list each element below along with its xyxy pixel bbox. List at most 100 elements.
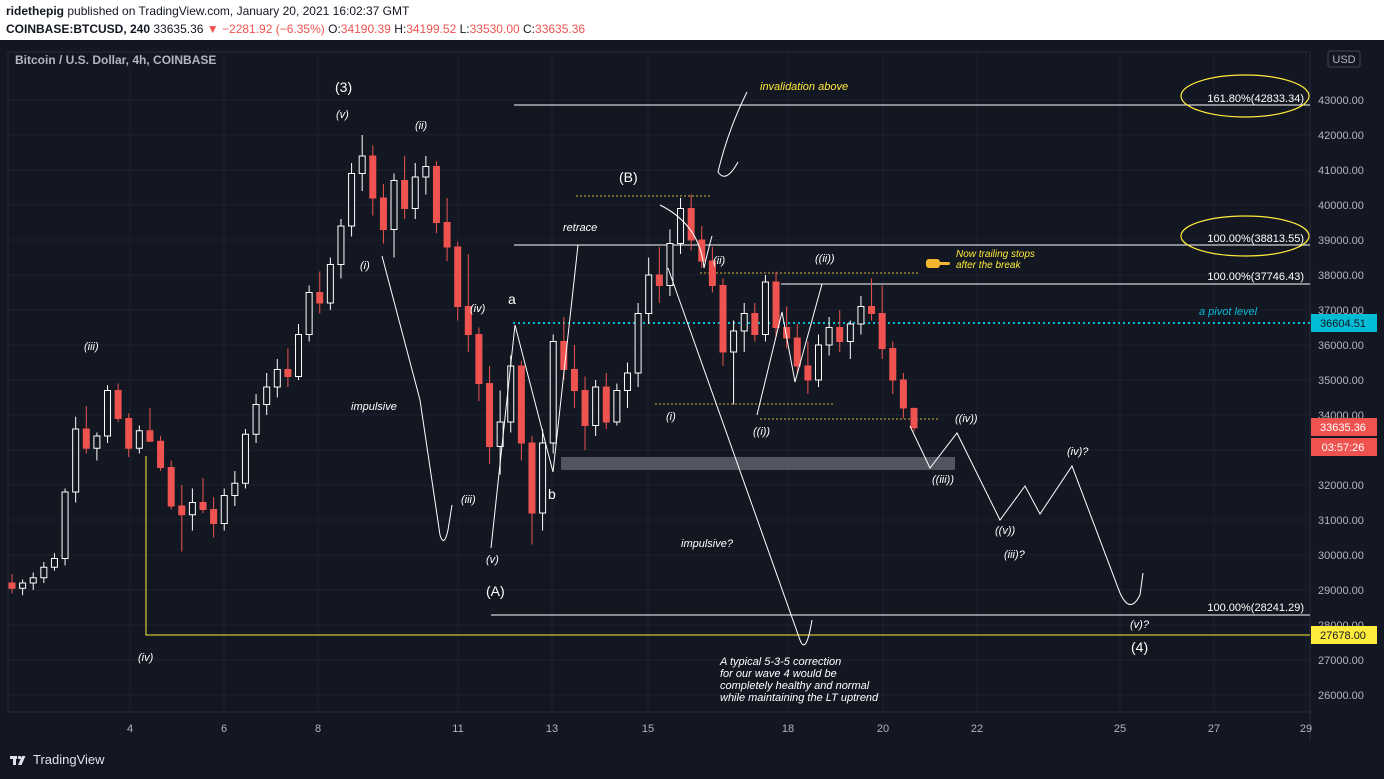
candle[interactable]: [592, 380, 600, 436]
candle[interactable]: [751, 303, 759, 342]
candle-body: [379, 197, 387, 230]
candle[interactable]: [708, 247, 716, 293]
candle[interactable]: [613, 383, 621, 426]
candle[interactable]: [348, 163, 356, 237]
candle[interactable]: [305, 285, 313, 342]
candle[interactable]: [804, 341, 812, 395]
candle[interactable]: [761, 275, 769, 342]
price-tick-label: 29000.00: [1318, 585, 1364, 597]
symbol-name[interactable]: COINBASE:BTCUSD, 240: [6, 22, 151, 36]
candle[interactable]: [50, 553, 58, 571]
candle[interactable]: [910, 407, 918, 432]
candle[interactable]: [146, 408, 154, 442]
candle[interactable]: [40, 562, 48, 583]
candle[interactable]: [454, 241, 462, 321]
candle[interactable]: [581, 376, 589, 451]
candle-body: [411, 176, 419, 209]
candle[interactable]: [29, 572, 37, 591]
candle[interactable]: [241, 429, 249, 489]
candle[interactable]: [432, 161, 440, 233]
candle[interactable]: [889, 341, 897, 395]
candle[interactable]: [475, 327, 483, 402]
candle[interactable]: [178, 485, 186, 552]
candle[interactable]: [528, 436, 536, 545]
candle[interactable]: [252, 394, 260, 443]
candle[interactable]: [72, 416, 80, 503]
price-chart[interactable]: 26000.0027000.0028000.0029000.0030000.00…: [0, 40, 1384, 741]
candle[interactable]: [157, 436, 165, 471]
candle[interactable]: [549, 334, 557, 454]
candle[interactable]: [284, 348, 292, 388]
candle[interactable]: [846, 320, 854, 360]
candle[interactable]: [379, 184, 387, 244]
candle[interactable]: [677, 198, 685, 254]
candle[interactable]: [634, 303, 642, 387]
candle[interactable]: [411, 163, 419, 219]
candle[interactable]: [825, 317, 833, 356]
candle-body: [284, 369, 292, 377]
yellow-support-line[interactable]: [145, 456, 1310, 636]
candle[interactable]: [719, 278, 727, 367]
candle[interactable]: [443, 198, 451, 261]
candle[interactable]: [125, 413, 133, 457]
candle[interactable]: [730, 320, 738, 405]
candle[interactable]: [698, 226, 706, 268]
candle[interactable]: [273, 359, 281, 398]
candle[interactable]: [337, 219, 345, 279]
candles[interactable]: [8, 135, 918, 596]
candle[interactable]: [857, 296, 865, 335]
tradingview-logo-icon[interactable]: [9, 751, 27, 769]
candle[interactable]: [772, 271, 780, 339]
candle[interactable]: [422, 156, 430, 195]
candle[interactable]: [517, 360, 525, 461]
currency-badge[interactable]: [1327, 50, 1361, 68]
candle[interactable]: [188, 488, 196, 531]
candle[interactable]: [645, 257, 653, 325]
candle[interactable]: [19, 579, 27, 596]
candle[interactable]: [539, 429, 547, 531]
candle[interactable]: [666, 229, 674, 297]
candle[interactable]: [210, 497, 218, 538]
candle[interactable]: [655, 247, 663, 303]
candle[interactable]: [135, 425, 143, 454]
candle[interactable]: [316, 271, 324, 314]
candle[interactable]: [623, 362, 631, 409]
candle[interactable]: [486, 366, 494, 464]
candle[interactable]: [82, 406, 90, 454]
author-name[interactable]: ridethepig: [6, 4, 65, 18]
candle[interactable]: [104, 385, 112, 443]
wave-b-label: b: [548, 486, 556, 502]
candle[interactable]: [8, 574, 16, 594]
publish-info: ridethepig published on TradingView.com,…: [6, 4, 409, 18]
candle[interactable]: [114, 383, 122, 423]
candle[interactable]: [899, 373, 907, 419]
candle[interactable]: [836, 310, 844, 352]
candle[interactable]: [401, 156, 409, 219]
candle[interactable]: [199, 478, 207, 513]
candle[interactable]: [878, 285, 886, 360]
candle[interactable]: [167, 460, 175, 510]
candle[interactable]: [295, 324, 303, 380]
candle[interactable]: [93, 432, 101, 461]
candle[interactable]: [369, 145, 377, 216]
candle[interactable]: [231, 471, 239, 506]
candle[interactable]: [814, 334, 822, 388]
candle[interactable]: [390, 173, 398, 258]
candle[interactable]: [570, 345, 578, 408]
candle[interactable]: [602, 373, 610, 429]
candle[interactable]: [687, 194, 695, 251]
candle[interactable]: [464, 254, 472, 352]
tradingview-brand[interactable]: TradingView: [33, 752, 105, 767]
candle[interactable]: [263, 373, 271, 415]
price-tick-label: 27000.00: [1318, 655, 1364, 667]
candle[interactable]: [358, 135, 366, 191]
candle[interactable]: [326, 257, 334, 311]
candle-body: [82, 428, 90, 449]
candle[interactable]: [61, 488, 69, 566]
candle[interactable]: [793, 324, 801, 373]
candle-body: [422, 166, 430, 178]
candle[interactable]: [220, 488, 228, 531]
candle[interactable]: [868, 278, 876, 321]
candle[interactable]: [740, 303, 748, 352]
time-axis[interactable]: 4 6 8 11 13 15 18 20 22 25 27 29: [127, 723, 1312, 735]
